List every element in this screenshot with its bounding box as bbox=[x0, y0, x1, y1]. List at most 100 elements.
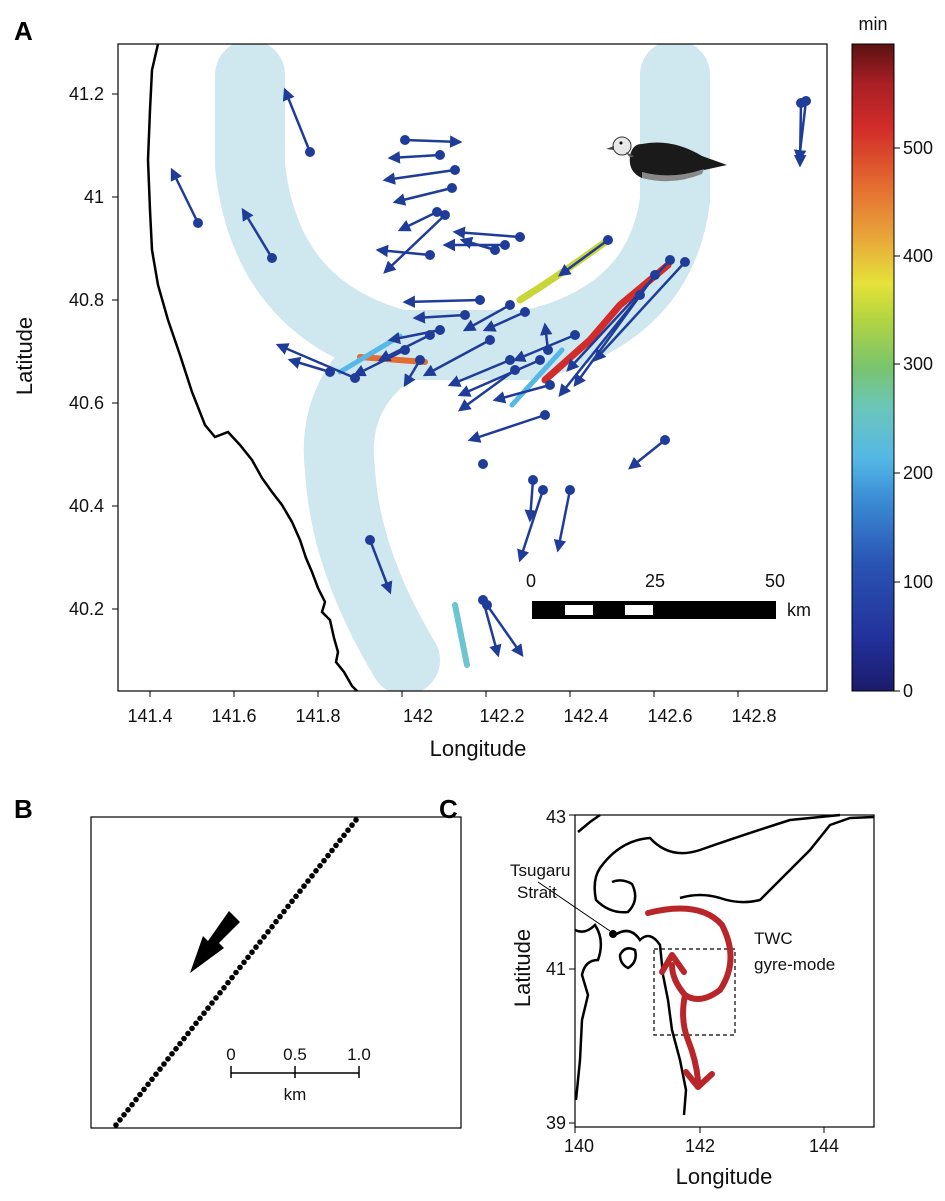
panel-c-ylabel: Latitude bbox=[510, 929, 535, 1007]
gyre-band bbox=[215, 44, 710, 380]
panel-c-ticks bbox=[569, 814, 825, 1133]
gps-fix-dot bbox=[341, 832, 347, 839]
track-arrow bbox=[492, 383, 551, 404]
track-arrow bbox=[383, 214, 446, 274]
panel-b-frame bbox=[90, 816, 462, 1129]
gps-fix-dot bbox=[261, 934, 267, 940]
track-arrow bbox=[412, 311, 466, 324]
gps-fix-dot bbox=[317, 863, 323, 869]
gps-fix-dot bbox=[193, 1020, 199, 1027]
ytick-c-1: 41 bbox=[546, 959, 566, 979]
xtick-a-7: 142.8 bbox=[731, 706, 776, 726]
track-arrow bbox=[481, 599, 502, 658]
colorbar-tick-0: 0 bbox=[903, 681, 913, 701]
track-arrow bbox=[457, 368, 516, 412]
gps-fix-dot bbox=[353, 817, 359, 823]
xtick-a-2: 141.8 bbox=[295, 706, 340, 726]
gps-fix-dot bbox=[157, 1066, 163, 1072]
xtick-a-5: 142.4 bbox=[563, 706, 608, 726]
gps-fix-dot bbox=[221, 985, 227, 991]
gps-fix-dot bbox=[217, 990, 223, 996]
gps-fix-dot bbox=[165, 1056, 171, 1062]
panel-a-ylabel: Latitude bbox=[12, 317, 37, 395]
track-arrow bbox=[275, 343, 356, 380]
track-start-point bbox=[478, 459, 488, 469]
panel-c-letter: C bbox=[439, 794, 458, 824]
ytick-c-0: 39 bbox=[546, 1113, 566, 1133]
track-arrow bbox=[482, 310, 526, 332]
colorbar-tick-200: 200 bbox=[903, 463, 933, 483]
track-arrow bbox=[524, 479, 537, 523]
track-arrow bbox=[457, 358, 541, 397]
track-arrow bbox=[553, 489, 572, 553]
xtick-a-6: 142.6 bbox=[647, 706, 692, 726]
track-arrow bbox=[382, 168, 456, 185]
scalebar-b-label-0: 0 bbox=[226, 1045, 235, 1064]
gps-fix-dot bbox=[333, 842, 339, 849]
track-arrow bbox=[485, 604, 524, 658]
gps-fix-dot bbox=[249, 949, 255, 955]
panel-a-extent-box bbox=[653, 948, 736, 1036]
gps-fix-dot bbox=[257, 939, 263, 945]
gps-fix-dot bbox=[321, 857, 327, 864]
strait-label-line2: Strait bbox=[517, 883, 557, 902]
track-arrow bbox=[512, 333, 576, 362]
gps-fix-dot bbox=[205, 1005, 211, 1011]
scalebar-b-unit: km bbox=[284, 1085, 307, 1104]
panel-c-xlabel: Longitude bbox=[676, 1164, 773, 1189]
panel-a-frame bbox=[117, 43, 828, 692]
panel-b-scalebar bbox=[230, 1066, 360, 1078]
track-arrow bbox=[557, 238, 609, 277]
track-arrow bbox=[422, 338, 491, 377]
gps-fix-dot bbox=[121, 1112, 127, 1118]
track-arrow bbox=[241, 207, 274, 259]
track-arrows bbox=[170, 87, 811, 658]
gps-fix-dot bbox=[265, 929, 271, 935]
ytick-a-3: 40.8 bbox=[69, 290, 104, 310]
gps-fix-dot bbox=[281, 908, 287, 915]
gps-fix-dot bbox=[213, 995, 219, 1001]
gps-fix-dot bbox=[245, 954, 251, 961]
gps-fix-dot bbox=[241, 959, 247, 966]
colorbar-unit: min bbox=[858, 14, 887, 34]
gps-fix-dot bbox=[173, 1046, 179, 1052]
xtick-a-4: 142.2 bbox=[479, 706, 524, 726]
gps-fix-dot bbox=[253, 944, 259, 950]
gps-fix-dot bbox=[161, 1061, 167, 1067]
gps-fix-dot bbox=[309, 873, 315, 879]
track-arrow bbox=[375, 244, 431, 258]
gps-fix-dot bbox=[129, 1101, 135, 1108]
gps-fix-dot bbox=[293, 893, 299, 900]
gps-fix-dot bbox=[269, 924, 275, 930]
strait-leader-line bbox=[537, 881, 611, 932]
panel-a-letter: A bbox=[14, 16, 33, 46]
scalebar-b-label-1: 1.0 bbox=[347, 1045, 371, 1064]
gps-fix-dot bbox=[301, 883, 307, 889]
gps-fix-dot bbox=[305, 878, 311, 884]
gps-fix-dot bbox=[273, 918, 279, 925]
panel-a-xlabel: Longitude bbox=[430, 736, 527, 761]
ytick-a-5: 41.2 bbox=[69, 84, 104, 104]
track-arrow bbox=[368, 539, 393, 595]
scalebar-b-label-05: 0.5 bbox=[283, 1045, 307, 1064]
gps-fix-dot bbox=[337, 837, 343, 844]
ytick-a-0: 40.2 bbox=[69, 599, 104, 619]
gyre-band-south-branch bbox=[303, 310, 440, 691]
track-cyan-2 bbox=[452, 602, 470, 668]
ytick-c-2: 43 bbox=[546, 807, 566, 827]
panel-a-xticks bbox=[149, 691, 739, 697]
track-arrow bbox=[282, 87, 312, 153]
gps-fix-dot bbox=[289, 898, 295, 905]
track-orange bbox=[357, 354, 428, 365]
gps-fix-dot bbox=[125, 1107, 131, 1113]
colorbar-tick-400: 400 bbox=[903, 246, 933, 266]
gps-fix-dot bbox=[117, 1117, 123, 1123]
panel-b-letter: B bbox=[14, 794, 33, 824]
gps-fix-dot bbox=[349, 822, 355, 828]
gps-fix-dot bbox=[189, 1025, 195, 1032]
gps-fix-dot bbox=[225, 979, 231, 986]
panel-b-dotted-track bbox=[113, 817, 359, 1128]
track-arrow bbox=[352, 348, 406, 377]
twc-gyre-current bbox=[645, 905, 734, 1090]
gps-fix-dot bbox=[277, 913, 283, 920]
